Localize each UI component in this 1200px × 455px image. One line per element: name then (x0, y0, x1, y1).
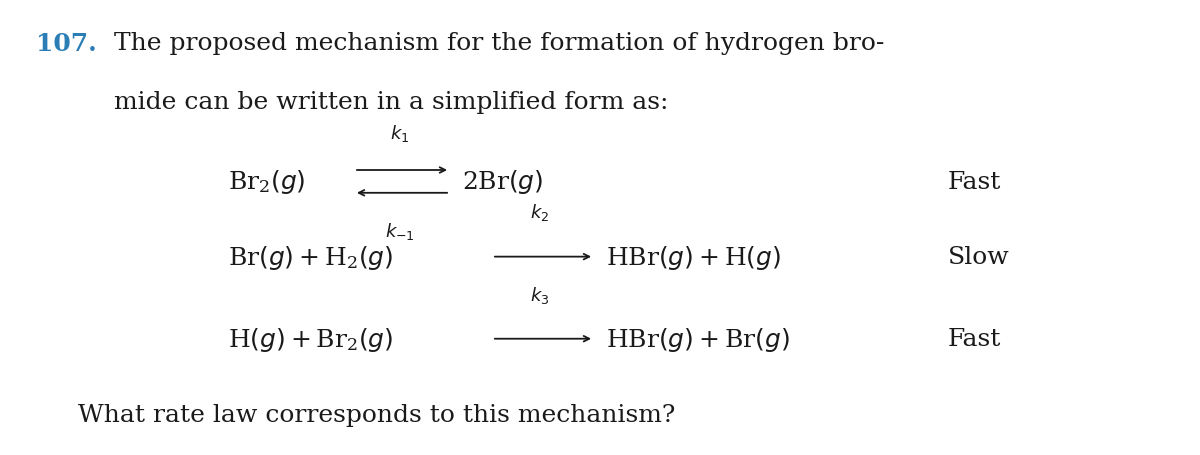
Text: Slow: Slow (948, 246, 1009, 268)
Text: Fast: Fast (948, 328, 1001, 350)
Text: mide can be written in a simplified form as:: mide can be written in a simplified form… (114, 91, 668, 114)
Text: $\mathregular{HBr}(\mathit{g}) + \mathregular{H}(\mathit{g})$: $\mathregular{HBr}(\mathit{g}) + \mathre… (606, 243, 781, 271)
Text: The proposed mechanism for the formation of hydrogen bro-: The proposed mechanism for the formation… (114, 32, 884, 55)
Text: $k_3$: $k_3$ (530, 284, 550, 305)
Text: 107.: 107. (36, 32, 97, 56)
Text: $k_2$: $k_2$ (530, 202, 550, 223)
Text: $\mathregular{2Br}(\mathit{g})$: $\mathregular{2Br}(\mathit{g})$ (462, 168, 544, 196)
Text: $k_1$: $k_1$ (390, 122, 409, 143)
Text: $k_{-1}$: $k_{-1}$ (385, 221, 414, 242)
Text: $\mathregular{Br}(\mathit{g}) + \mathregular{H_2}(\mathit{g})$: $\mathregular{Br}(\mathit{g}) + \mathreg… (228, 243, 394, 271)
Text: $\mathregular{HBr}(\mathit{g}) + \mathregular{Br}(\mathit{g})$: $\mathregular{HBr}(\mathit{g}) + \mathre… (606, 325, 790, 353)
Text: $\mathregular{H}(\mathit{g}) + \mathregular{Br_2}(\mathit{g})$: $\mathregular{H}(\mathit{g}) + \mathregu… (228, 325, 394, 353)
Text: $\mathregular{Br_2}(\mathit{g})$: $\mathregular{Br_2}(\mathit{g})$ (228, 168, 306, 196)
Text: What rate law corresponds to this mechanism?: What rate law corresponds to this mechan… (78, 403, 676, 426)
Text: Fast: Fast (948, 171, 1001, 193)
